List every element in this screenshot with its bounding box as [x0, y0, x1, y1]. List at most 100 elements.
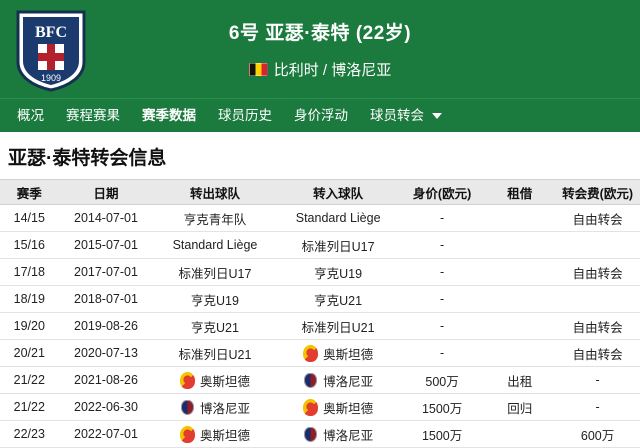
cell-from-club-label: Standard Liège	[172, 238, 258, 252]
cell-market-value: -	[399, 285, 485, 313]
cell-market-value: -	[399, 339, 485, 367]
cell-from-club[interactable]: 亨克U19	[153, 285, 277, 313]
cell-from-club-label: 奥斯坦德	[199, 428, 250, 443]
cell-transfer-fee: 自由转会	[555, 258, 640, 286]
cell-to-club[interactable]: 亨克U21	[276, 285, 400, 313]
cell-season: 17/18	[0, 258, 59, 286]
cell-from-club[interactable]: 亨克青年队	[153, 204, 277, 232]
cell-from-club[interactable]: 亨克U21	[153, 312, 277, 340]
cell-transfer-fee	[555, 231, 640, 259]
cell-to-club[interactable]: 奥斯坦德	[276, 393, 400, 421]
cell-to-club-content: 博洛尼亚	[278, 425, 399, 444]
cell-season: 18/19	[0, 285, 59, 313]
table-row: 20/21 2020-07-13 标准列日U21 奥斯坦德 - 自由转会	[0, 339, 640, 367]
page-title: 6号 亚瑟·泰特 (22岁)	[228, 23, 412, 44]
cell-to-club-label: 博洛尼亚	[323, 428, 374, 443]
col-from-club: 转出球队	[153, 179, 277, 205]
nav-item-season-stats[interactable]: 赛季数据	[142, 107, 196, 123]
belgium-flag-icon	[248, 63, 268, 76]
cell-date: 2022-06-30	[58, 393, 154, 421]
table-row: 21/22 2021-08-26 奥斯坦德 博洛尼亚 500万 出租 -	[0, 366, 640, 394]
bfc-crest: BFC 1909	[16, 10, 86, 92]
cell-from-club-content: 标准列日U21	[154, 344, 275, 363]
cell-to-club-content: 亨克U19	[278, 263, 399, 282]
ostend-logo-icon	[303, 398, 319, 416]
cell-loan	[484, 204, 556, 232]
cell-loan	[484, 258, 556, 286]
cell-to-club-label: 标准列日U17	[301, 239, 375, 254]
cell-transfer-fee: 自由转会	[555, 339, 640, 367]
cell-to-club-content: 标准列日U21	[278, 317, 399, 336]
ostend-logo-icon	[179, 371, 195, 389]
cell-from-club-label: 标准列日U17	[178, 266, 252, 281]
cell-from-club-label: 亨克U21	[191, 320, 239, 335]
cell-transfer-fee: -	[555, 393, 640, 421]
cell-to-club-content: 博洛尼亚	[278, 371, 399, 390]
cell-from-club-label: 博洛尼亚	[199, 401, 250, 416]
ostend-logo-icon	[179, 425, 195, 443]
cell-to-club[interactable]: 标准列日U21	[276, 312, 400, 340]
cell-to-club[interactable]: 亨克U19	[276, 258, 400, 286]
cell-from-club-label: 亨克青年队	[183, 212, 247, 227]
col-market-value: 身价(欧元)	[399, 179, 485, 205]
player-nationality-club: 比利时 / 博洛尼亚	[248, 59, 391, 80]
transfer-table: 赛季 日期 转出球队 转入球队 身价(欧元) 租借 转会费(欧元) 14/15 2…	[0, 179, 640, 448]
cell-from-club-content: 奥斯坦德	[154, 371, 275, 390]
cell-from-club-content: 亨克U21	[154, 317, 275, 336]
cell-loan	[484, 231, 556, 259]
table-row: 21/22 2022-06-30 博洛尼亚 奥斯坦德 1500万 回归 -	[0, 393, 640, 421]
table-row: 18/19 2018-07-01 亨克U19 亨克U21 -	[0, 285, 640, 313]
cell-to-club-content: Standard Liège	[278, 211, 399, 225]
cell-date: 2020-07-13	[58, 339, 154, 367]
nav-item-overview[interactable]: 概况	[17, 107, 44, 123]
cell-date: 2021-08-26	[58, 366, 154, 394]
svg-text:1909: 1909	[41, 73, 61, 83]
main-nav[interactable]: 概况 赛程赛果 赛季数据 球员历史 身价浮动 球员转会	[0, 98, 640, 132]
table-row: 17/18 2017-07-01 标准列日U17 亨克U19 - 自由转会	[0, 258, 640, 286]
cell-season: 21/22	[0, 366, 59, 394]
cell-to-club-label: 博洛尼亚	[323, 374, 374, 389]
cell-market-value: -	[399, 258, 485, 286]
cell-to-club-content: 亨克U21	[278, 290, 399, 309]
cell-to-club[interactable]: 博洛尼亚	[276, 420, 400, 448]
cell-market-value: -	[399, 231, 485, 259]
cell-from-club[interactable]: 博洛尼亚	[153, 393, 277, 421]
cell-transfer-fee	[555, 285, 640, 313]
cell-to-club[interactable]: Standard Liège	[276, 204, 400, 232]
cell-from-club-content: 亨克U19	[154, 290, 275, 309]
cell-to-club-label: 奥斯坦德	[323, 401, 374, 416]
cell-season: 14/15	[0, 204, 59, 232]
cell-from-club[interactable]: 标准列日U17	[153, 258, 277, 286]
cell-to-club-content: 奥斯坦德	[278, 344, 399, 363]
table-header-row: 赛季 日期 转出球队 转入球队 身价(欧元) 租借 转会费(欧元)	[0, 179, 640, 205]
cell-transfer-fee: 自由转会	[555, 312, 640, 340]
cell-market-value: -	[399, 204, 485, 232]
cell-from-club-content: 亨克青年队	[154, 209, 275, 228]
col-transfer-fee: 转会费(欧元)	[555, 179, 640, 205]
svg-text:BFC: BFC	[35, 24, 67, 41]
cell-from-club[interactable]: 奥斯坦德	[153, 420, 277, 448]
cell-to-club-label: 标准列日U21	[301, 320, 375, 335]
cell-transfer-fee: 600万	[555, 420, 640, 448]
cell-to-club[interactable]: 博洛尼亚	[276, 366, 400, 394]
nav-item-player-history[interactable]: 球员历史	[218, 107, 272, 123]
cell-from-club[interactable]: 奥斯坦德	[153, 366, 277, 394]
cell-date: 2015-07-01	[58, 231, 154, 259]
cell-from-club-content: 博洛尼亚	[154, 398, 275, 417]
cell-market-value: 1500万	[399, 420, 485, 448]
cell-to-club[interactable]: 奥斯坦德	[276, 339, 400, 367]
nav-item-fixtures[interactable]: 赛程赛果	[66, 107, 120, 123]
cell-to-club[interactable]: 标准列日U17	[276, 231, 400, 259]
cell-date: 2018-07-01	[58, 285, 154, 313]
table-row: 22/23 2022-07-01 奥斯坦德 博洛尼亚 1500万 600万	[0, 420, 640, 448]
cell-loan: 出租	[484, 366, 556, 394]
nav-item-transfers[interactable]: 球员转会	[359, 99, 453, 133]
ostend-logo-icon	[303, 344, 319, 362]
cell-from-club[interactable]: Standard Liège	[153, 231, 277, 259]
cell-to-club-label: Standard Liège	[295, 211, 381, 225]
nav-item-market-value[interactable]: 身价浮动	[294, 107, 348, 123]
cell-from-club-label: 标准列日U21	[178, 347, 252, 362]
cell-to-club-label: 奥斯坦德	[323, 347, 374, 362]
cell-from-club[interactable]: 标准列日U21	[153, 339, 277, 367]
cell-to-club-label: 亨克U21	[314, 293, 363, 308]
